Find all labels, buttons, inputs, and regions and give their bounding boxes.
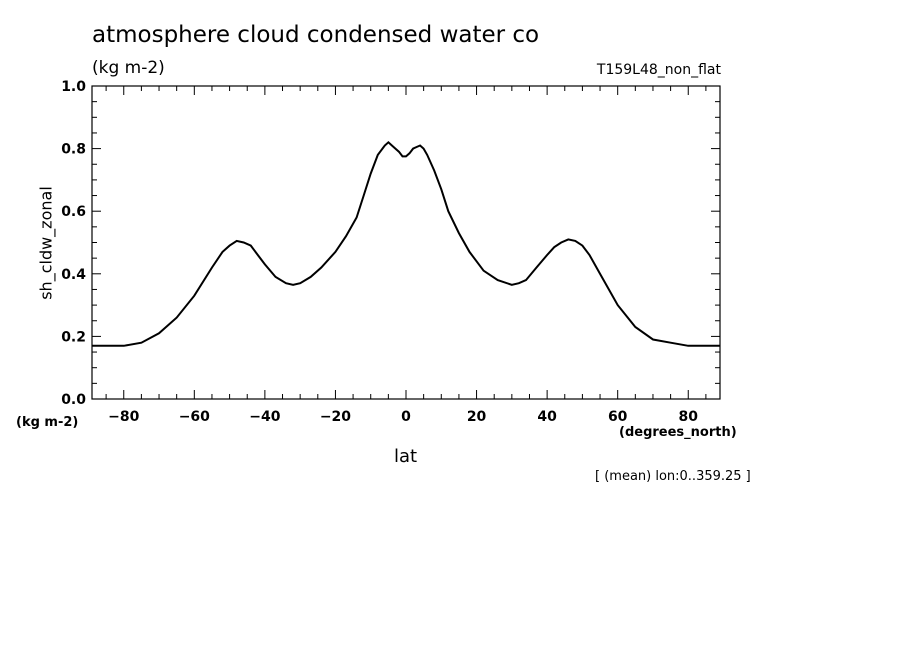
y-tick-label: 0.2 bbox=[61, 329, 86, 345]
mean-annotation: [ (mean) lon:0..359.25 ] bbox=[595, 469, 751, 484]
x-tick-label: −80 bbox=[108, 409, 139, 425]
x-axis-label: lat bbox=[394, 446, 418, 467]
x-tick-label: −20 bbox=[320, 409, 351, 425]
x-tick-label: −60 bbox=[179, 409, 210, 425]
chart-units: (kg m-2) bbox=[92, 58, 165, 78]
y-tick-label: 0.0 bbox=[61, 392, 86, 408]
x-tick-label: 0 bbox=[401, 409, 411, 425]
chart-title: atmosphere cloud condensed water co bbox=[92, 22, 540, 48]
run-label: T159L48_non_flat bbox=[596, 62, 721, 78]
x-tick-label: 40 bbox=[537, 409, 557, 425]
plot-frame bbox=[91, 85, 721, 400]
x-tick-label: 80 bbox=[679, 409, 699, 425]
tick-labels: −80 −60 −40 −20 0 20 40 60 80 0.0 0.2 0.4 0.6 0.8 1.0 bbox=[61, 79, 698, 425]
y-axis-units: (kg m-2) bbox=[16, 415, 79, 430]
y-tick-label: 0.8 bbox=[61, 142, 86, 158]
x-tick-label: 60 bbox=[608, 409, 628, 425]
x-tick-label: 20 bbox=[467, 409, 487, 425]
x-axis-units: (degrees_north) bbox=[619, 425, 737, 440]
axis-ticks bbox=[92, 85, 720, 400]
series-line bbox=[92, 140, 720, 347]
y-tick-label: 0.4 bbox=[61, 267, 86, 283]
y-tick-label: 0.6 bbox=[61, 204, 86, 220]
x-tick-label: −40 bbox=[249, 409, 280, 425]
y-tick-label: 1.0 bbox=[61, 79, 86, 95]
